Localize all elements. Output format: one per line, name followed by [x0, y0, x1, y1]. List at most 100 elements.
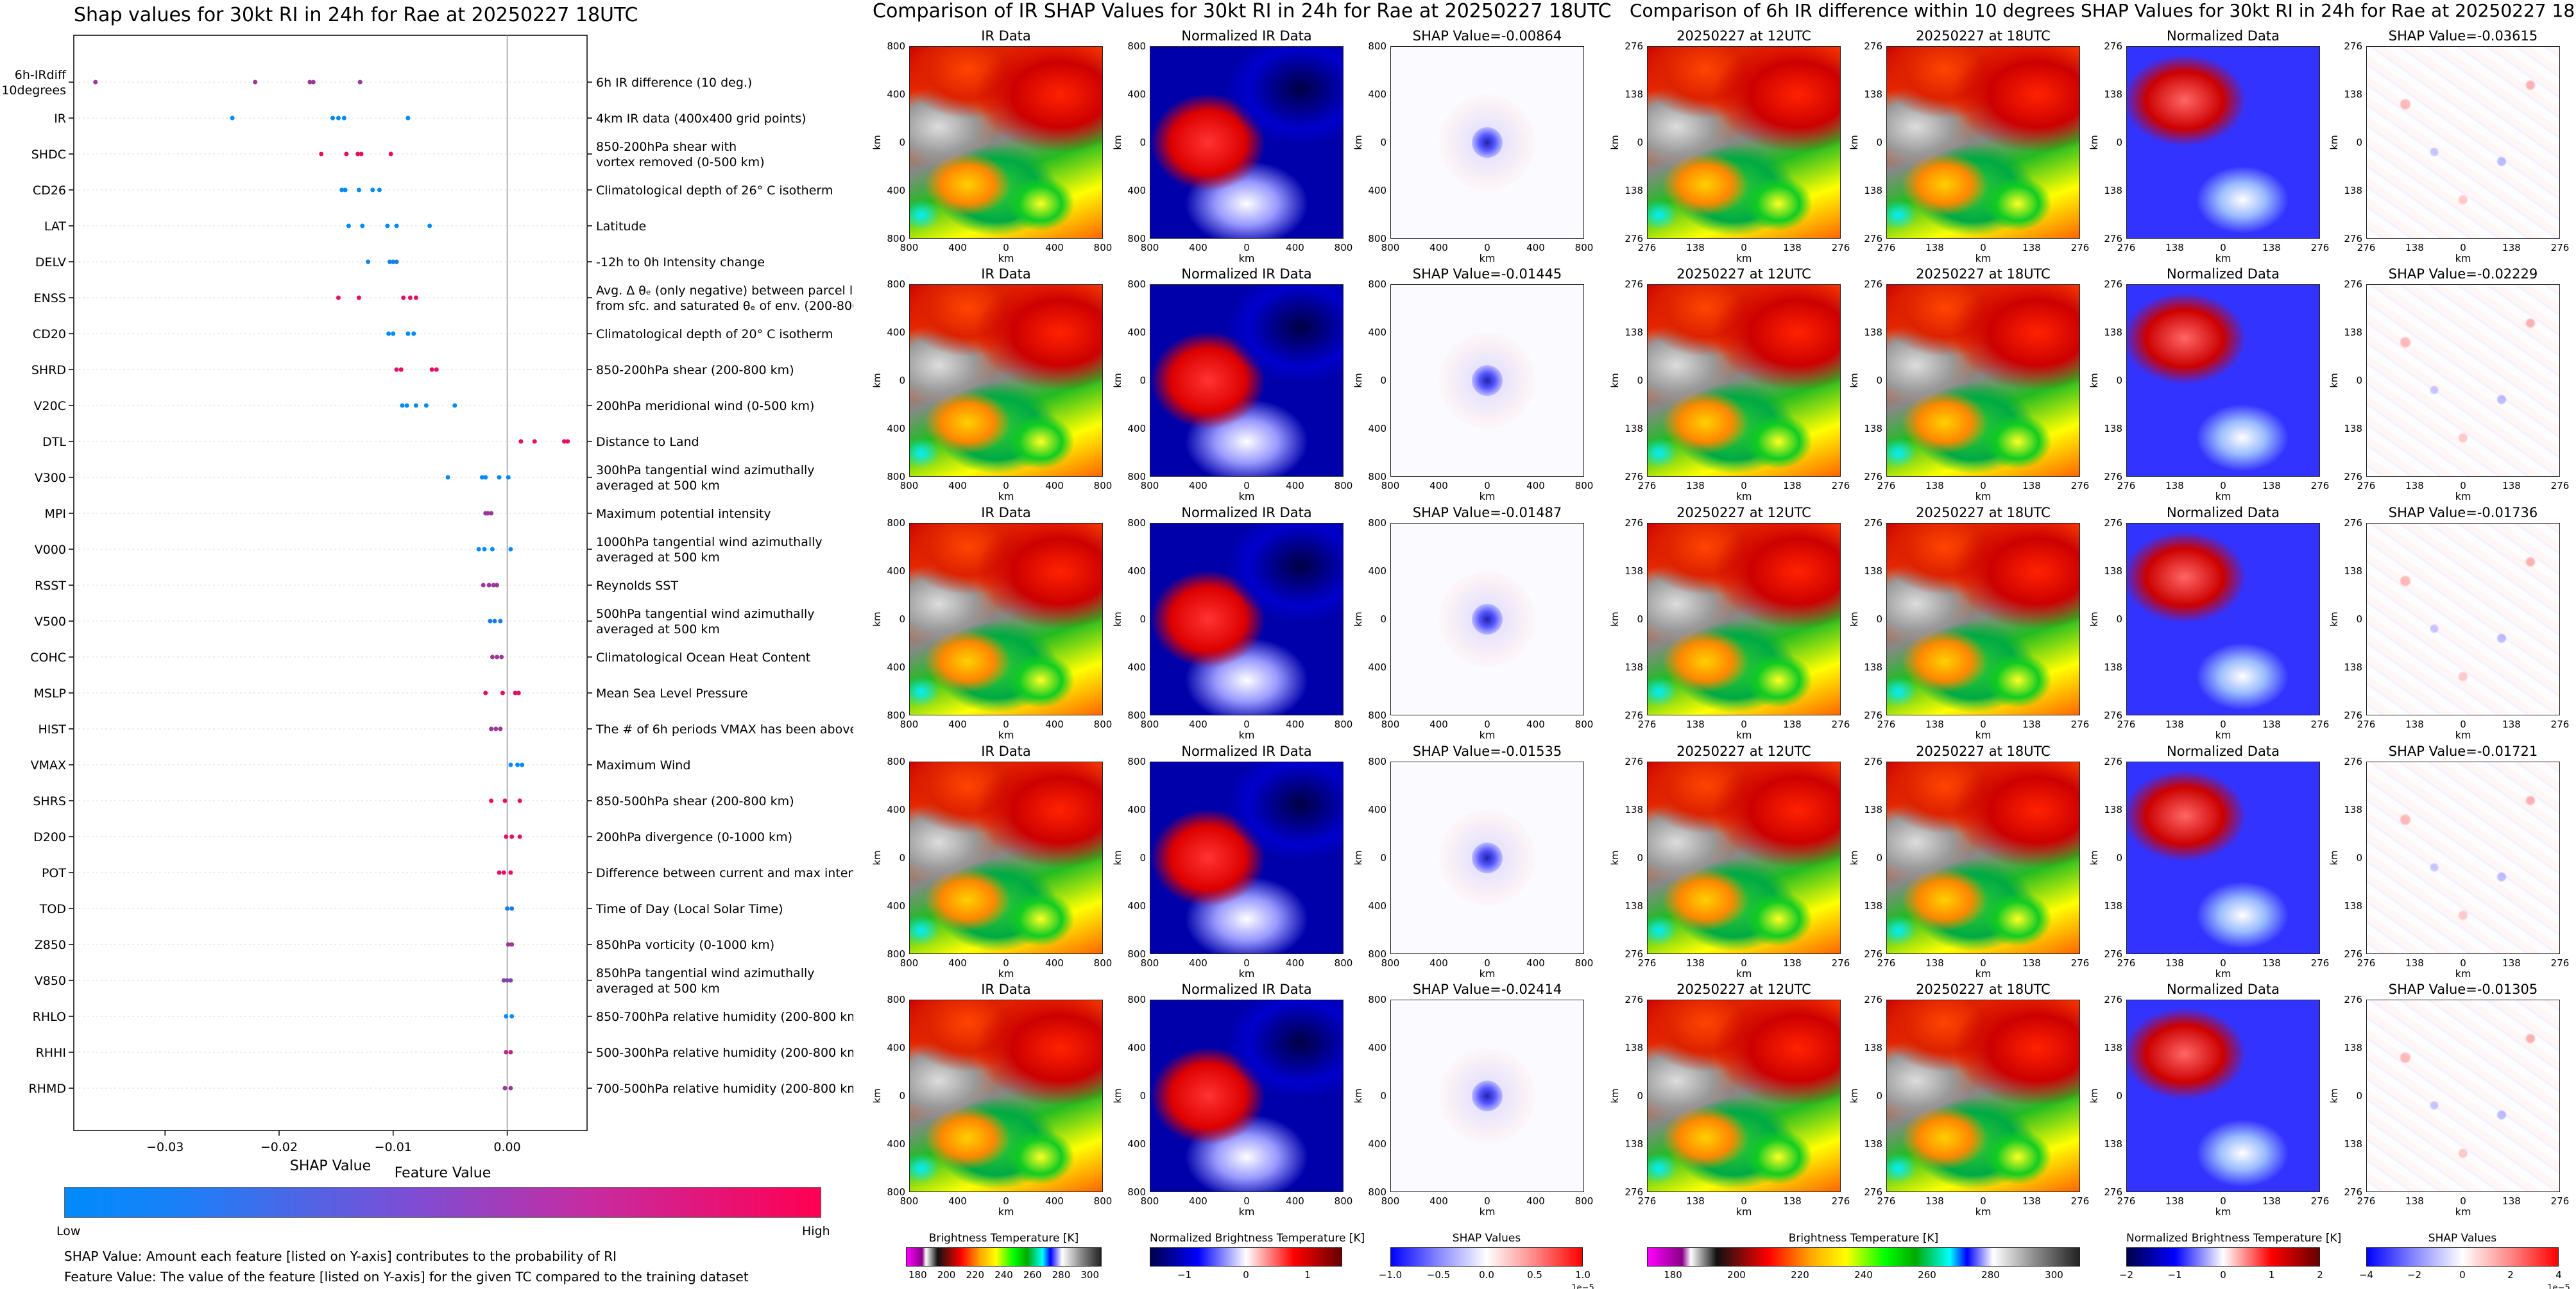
- y-tick-label: 800: [887, 948, 905, 960]
- colorbar-tick-label: 1.0: [1575, 1269, 1591, 1281]
- y-tick-label: 0: [1637, 375, 1643, 386]
- shap-point: [413, 295, 418, 300]
- normalized-ir-panel-image: [1150, 523, 1343, 715]
- shap-point: [518, 439, 524, 444]
- y-tick-label: 138: [1864, 1042, 1882, 1054]
- feature-description: 4km IR data (400x400 grid points): [596, 112, 806, 126]
- shap-point: [336, 295, 341, 300]
- x-tick-label: 276: [1637, 957, 1657, 969]
- x-tick-label: 400: [1526, 1195, 1545, 1207]
- y-tick-label: 0: [1139, 375, 1146, 386]
- y-axis-label: km: [1112, 611, 1123, 627]
- y-axis-label: km: [1112, 135, 1123, 150]
- y-tick-label: 0: [1139, 1090, 1146, 1102]
- feature-label: DELV: [35, 255, 66, 269]
- colorbar-tick-label: −4: [2358, 1269, 2374, 1281]
- y-tick-label: 276: [1625, 278, 1643, 290]
- shap-point: [499, 654, 504, 660]
- x-tick-label: 0: [2220, 1195, 2226, 1207]
- y-tick-label: 400: [887, 185, 905, 196]
- y-axis-label: km: [2088, 373, 2100, 388]
- x-axis-label: km: [1975, 968, 1992, 980]
- panel-title: 20250227 at 12UTC: [1676, 266, 1811, 282]
- feature-description: Climatological depth of 26° C isotherm: [596, 184, 833, 198]
- y-tick-label: 276: [1864, 948, 1882, 960]
- y-tick-label: 138: [1864, 662, 1882, 673]
- y-tick-label: 0: [2116, 1090, 2122, 1102]
- x-tick-label: 400: [948, 957, 967, 969]
- y-tick-label: 800: [887, 756, 905, 767]
- shap-point: [230, 115, 235, 121]
- summary-title: Shap values for 30kt RI in 24h for Rae a…: [74, 4, 638, 26]
- x-tick-label: 138: [2502, 480, 2521, 491]
- y-axis-label: km: [1112, 373, 1123, 388]
- y-tick-label: 400: [1368, 185, 1386, 196]
- panel-title: 20250227 at 18UTC: [1916, 505, 2051, 520]
- colorbar-tick-label: 260: [1918, 1269, 1936, 1281]
- colorbar-tick-label: 200: [937, 1269, 956, 1281]
- panel-title: SHAP Value=-0.02414: [1412, 982, 1562, 997]
- y-tick-label: 0: [1876, 375, 1882, 386]
- shap-point: [411, 331, 416, 336]
- colorbar-tick-label: 0.0: [1479, 1269, 1494, 1281]
- panel-title: Normalized Data: [2167, 266, 2280, 282]
- y-tick-label: 800: [1127, 517, 1146, 529]
- x-tick-label: 0: [2460, 719, 2466, 730]
- x-tick-label: 0: [1243, 957, 1250, 969]
- y-axis-label: km: [1848, 850, 1860, 866]
- x-tick-label: 276: [2310, 719, 2330, 730]
- x-tick-label: 0.00: [493, 1140, 520, 1154]
- x-tick-label: 800: [900, 719, 919, 730]
- x-tick-label: 800: [1574, 957, 1594, 969]
- irdiff-shap-panel-image: [2366, 1000, 2560, 1192]
- y-tick-label: 138: [1625, 423, 1643, 434]
- shap-point: [489, 798, 494, 803]
- y-tick-label: 0: [1139, 137, 1146, 148]
- feature-description: averaged at 500 km: [596, 622, 720, 636]
- feature-low-label: Low: [56, 1224, 81, 1238]
- feature-label: 6h-IRdiff: [15, 68, 67, 82]
- x-tick-label: 276: [2117, 242, 2136, 253]
- panel-title: Normalized IR Data: [1181, 982, 1312, 997]
- y-tick-label: 276: [1625, 471, 1643, 482]
- colorbar-gradient: [1390, 1247, 1583, 1267]
- x-tick-label: 400: [1526, 957, 1545, 969]
- x-tick-label: 276: [2310, 480, 2330, 491]
- shap-core: [1472, 604, 1503, 635]
- x-axis-label: km: [1736, 729, 1752, 741]
- x-axis-label: km: [1975, 490, 1992, 502]
- shap-point: [387, 259, 392, 264]
- ir-12utc-panel-image: [1647, 523, 1841, 715]
- note-feature-value: Feature Value: The value of the feature …: [64, 1269, 749, 1285]
- y-tick-label: 0: [2116, 375, 2122, 386]
- ir-shap-panel-image: [1390, 762, 1584, 954]
- y-tick-label: 276: [1864, 471, 1882, 482]
- y-tick-label: 0: [1139, 613, 1146, 625]
- ir-12utc-panel-image: [1647, 762, 1841, 954]
- y-tick-label: 400: [887, 1042, 905, 1054]
- x-tick-label: 800: [1334, 719, 1353, 730]
- y-tick-label: 276: [2344, 756, 2362, 767]
- x-tick-label: 400: [948, 242, 967, 253]
- shap-point: [505, 906, 510, 911]
- y-axis-label: km: [1848, 373, 1860, 388]
- shap-point: [508, 1050, 513, 1055]
- shap-core: [1472, 842, 1503, 873]
- feature-description: 850hPa vorticity (0-1000 km): [596, 938, 774, 952]
- x-tick-label: 0: [2460, 957, 2466, 969]
- y-tick-label: 800: [1368, 278, 1386, 290]
- y-axis-label: km: [1352, 373, 1364, 388]
- x-tick-label: 400: [1286, 242, 1304, 253]
- shap-point: [515, 762, 520, 767]
- y-axis-label: km: [1848, 1088, 1860, 1104]
- colorbar-tick-label: 1: [2268, 1269, 2275, 1281]
- feature-description: 200hPa divergence (0-1000 km): [596, 830, 792, 844]
- shap-point: [565, 439, 570, 444]
- x-tick-label: 138: [2405, 242, 2424, 253]
- x-axis-label: km: [998, 968, 1014, 980]
- shap-core: [1472, 1080, 1503, 1111]
- y-tick-label: 138: [1625, 1138, 1643, 1150]
- y-axis-label: km: [871, 850, 883, 866]
- shap-point: [423, 403, 429, 408]
- diff-normalized-colorbar: Normalized Brightness Temperature [K] −2 −…: [2119, 1232, 2341, 1283]
